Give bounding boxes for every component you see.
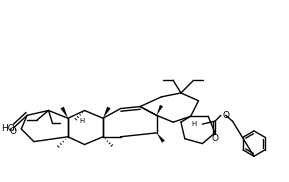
Text: H: H: [191, 121, 196, 127]
Text: O: O: [223, 111, 230, 120]
Text: O: O: [212, 134, 218, 143]
Text: O: O: [10, 127, 17, 136]
Polygon shape: [157, 133, 165, 143]
Text: H: H: [79, 118, 84, 124]
Polygon shape: [60, 107, 68, 118]
Polygon shape: [103, 107, 111, 118]
Polygon shape: [157, 105, 163, 115]
Text: HO: HO: [1, 124, 14, 133]
